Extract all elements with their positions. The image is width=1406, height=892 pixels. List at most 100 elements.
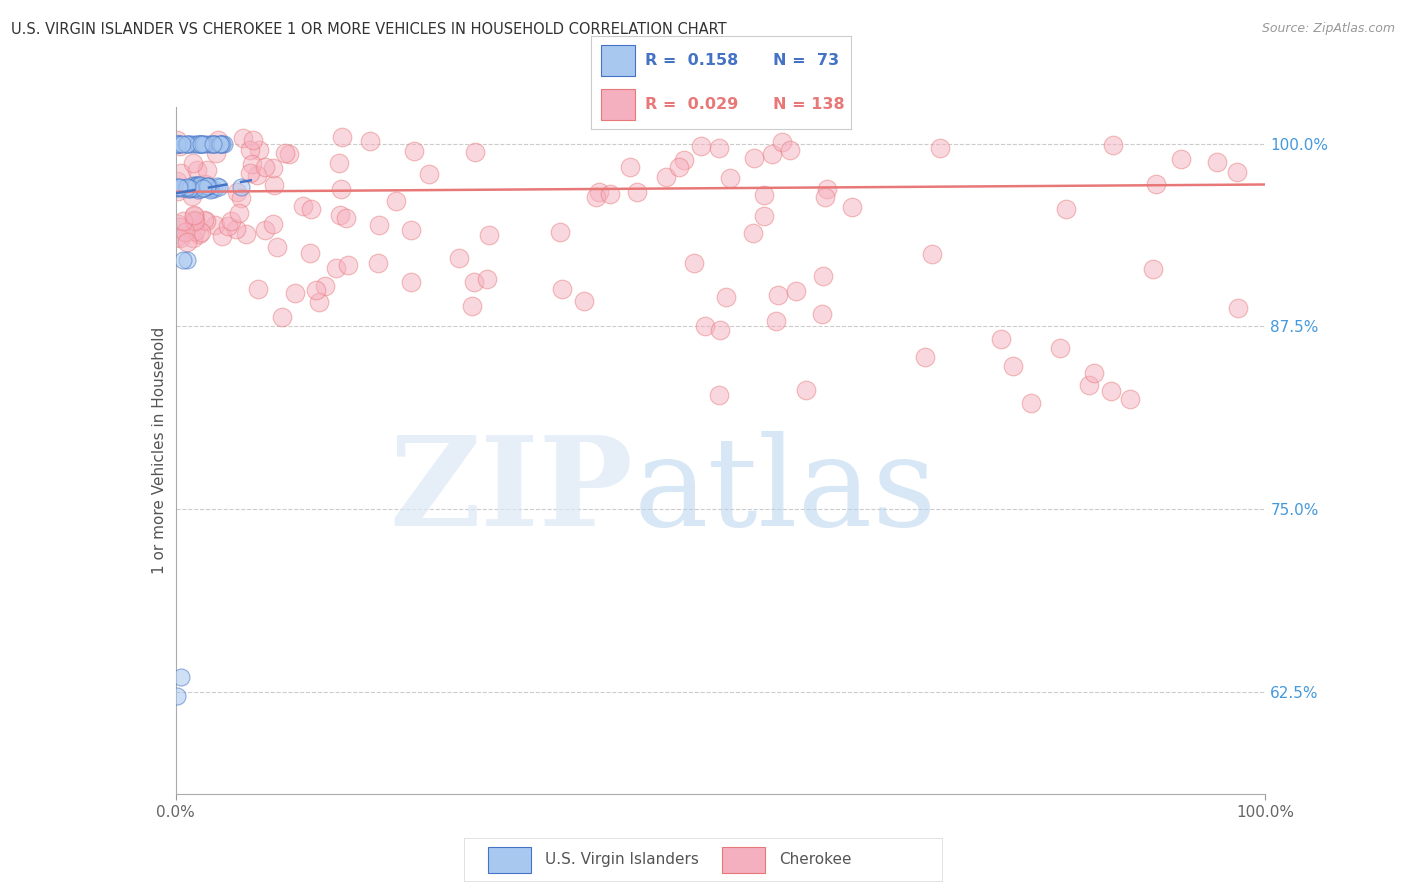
Point: [169, 138, 191, 153]
Point: [194, 179, 217, 194]
Point: [180, 181, 202, 195]
Point: [683, 256, 706, 270]
Point: [212, 136, 235, 151]
Point: [299, 246, 322, 260]
Point: [209, 136, 232, 151]
Point: [741, 226, 763, 240]
Point: [198, 183, 221, 197]
Point: [188, 136, 211, 151]
Point: [217, 219, 239, 234]
Bar: [488, 847, 531, 872]
Point: [228, 206, 250, 220]
Point: [166, 173, 188, 187]
Point: [198, 136, 221, 151]
Point: [195, 179, 218, 194]
Point: [761, 147, 783, 161]
Point: [291, 199, 314, 213]
Point: [186, 162, 208, 177]
Point: [183, 208, 205, 222]
Point: [399, 275, 422, 289]
Point: [673, 153, 696, 168]
Bar: [600, 45, 634, 76]
Point: [209, 136, 232, 151]
Point: [190, 136, 212, 151]
Bar: [723, 847, 765, 872]
Point: [235, 227, 257, 241]
Point: [184, 179, 207, 194]
Point: [174, 225, 197, 239]
Point: [169, 136, 191, 151]
Point: [253, 160, 276, 174]
Point: [181, 180, 204, 194]
Text: N = 138: N = 138: [773, 96, 844, 112]
Point: [187, 178, 209, 192]
Point: [335, 211, 357, 225]
Point: [921, 247, 943, 261]
Point: [754, 188, 776, 202]
Text: R =  0.029: R = 0.029: [645, 96, 738, 112]
Point: [167, 184, 190, 198]
Point: [240, 157, 263, 171]
Point: [231, 180, 253, 194]
Point: [187, 183, 209, 197]
Point: [188, 178, 211, 193]
Point: [246, 282, 269, 296]
Point: [167, 180, 190, 194]
Point: [271, 310, 294, 325]
Point: [404, 144, 426, 158]
Point: [714, 290, 737, 304]
Point: [1144, 178, 1167, 192]
Point: [207, 179, 229, 194]
Point: [169, 219, 191, 234]
Point: [177, 136, 200, 151]
Point: [718, 171, 741, 186]
Point: [305, 283, 328, 297]
Text: R =  0.158: R = 0.158: [645, 53, 738, 68]
Point: [599, 187, 621, 202]
Point: [167, 180, 190, 194]
Point: [1019, 395, 1042, 409]
Y-axis label: 1 or more Vehicles in Household: 1 or more Vehicles in Household: [152, 326, 167, 574]
Point: [183, 210, 205, 224]
Point: [172, 214, 194, 228]
Point: [183, 231, 205, 245]
Point: [359, 134, 381, 148]
Point: [197, 178, 219, 193]
Point: [766, 287, 789, 301]
Point: [181, 178, 204, 193]
Point: [266, 240, 288, 254]
Point: [314, 279, 336, 293]
Point: [752, 209, 775, 223]
Point: [186, 178, 208, 193]
Point: [202, 182, 225, 196]
Point: [619, 161, 641, 175]
Point: [172, 253, 194, 268]
Point: [179, 182, 201, 196]
Point: [176, 180, 198, 194]
Point: [254, 223, 277, 237]
Point: [184, 179, 207, 194]
Point: [299, 202, 322, 216]
Point: [184, 180, 207, 194]
Point: [707, 388, 730, 402]
Point: [418, 167, 440, 181]
Point: [447, 251, 470, 265]
Point: [180, 189, 202, 203]
Point: [263, 178, 285, 192]
Point: [928, 141, 950, 155]
Point: [183, 180, 205, 194]
Point: [207, 133, 229, 147]
Point: [184, 224, 207, 238]
Point: [1054, 202, 1077, 216]
Point: [242, 133, 264, 147]
Point: [770, 135, 793, 149]
Point: [330, 182, 353, 196]
Point: [742, 152, 765, 166]
Text: ZIP: ZIP: [389, 431, 633, 552]
Point: [179, 136, 201, 151]
Point: [239, 143, 262, 157]
Point: [841, 200, 863, 214]
Point: [191, 136, 214, 151]
Point: [193, 213, 215, 227]
Point: [166, 689, 188, 703]
